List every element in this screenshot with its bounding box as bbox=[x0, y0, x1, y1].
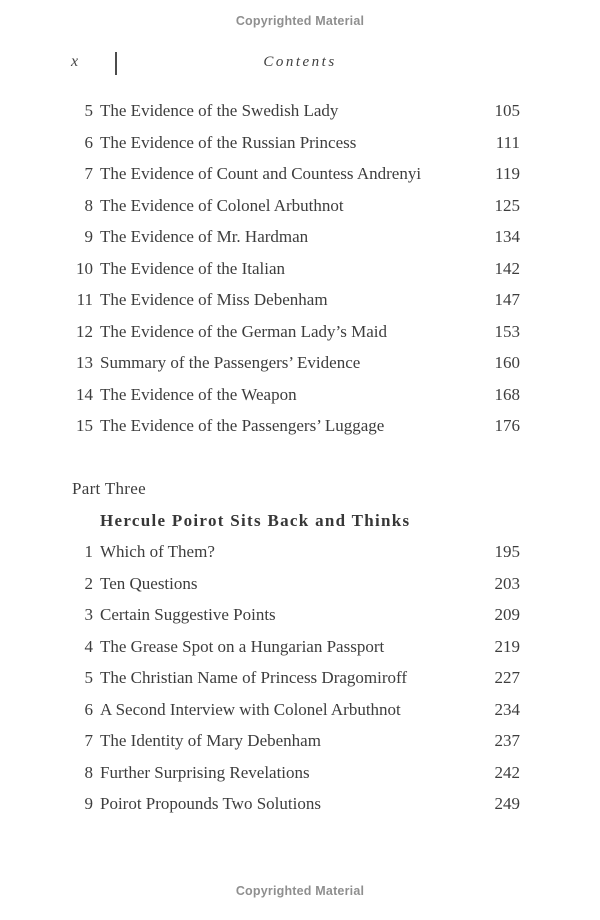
chapter-number: 3 bbox=[84, 605, 94, 624]
toc-row: 11 The Evidence of Miss Debenham 147 bbox=[66, 284, 520, 316]
chapter-title: Poirot Propounds Two Solutions bbox=[100, 794, 321, 813]
toc-row: 1 Which of Them? 195 bbox=[66, 536, 521, 568]
part-title: Hercule Poirot Sits Back and Thinks bbox=[100, 510, 411, 530]
chapter-number: 7 bbox=[84, 731, 94, 750]
toc-section: Part Three Hercule Poirot Sits Back and T… bbox=[66, 473, 520, 820]
toc-row: 9 The Evidence of Mr. Hardman 134 bbox=[66, 221, 521, 253]
toc-row: 10 The Evidence of the Italian 142 bbox=[66, 253, 520, 285]
chapter-number: 10 bbox=[76, 258, 93, 278]
chapter-title: Ten Questions bbox=[100, 573, 198, 593]
chapter-number: 12 bbox=[76, 321, 93, 341]
chapter-title: The Evidence of Mr. Hardman bbox=[100, 227, 309, 246]
page-number: 160 bbox=[494, 353, 521, 372]
copyright-notice-bottom: Copyrighted Material bbox=[235, 884, 365, 898]
chapter-number: 6 bbox=[84, 132, 94, 152]
toc-row: 4 The Grease Spot on a Hungarian Passport… bbox=[66, 631, 521, 663]
chapter-number: 13 bbox=[76, 353, 93, 372]
chapter-title: A Second Interview with Colonel Arbuthno… bbox=[100, 699, 401, 719]
toc-row: 12 The Evidence of the German Lady’s Maid… bbox=[66, 316, 520, 348]
toc-row: 9 Poirot Propounds Two Solutions 249 bbox=[66, 788, 521, 820]
chapter-number: 5 bbox=[84, 668, 94, 687]
page-number: 249 bbox=[494, 794, 521, 813]
toc-row: 5 The Christian Name of Princess Dragomir… bbox=[66, 662, 521, 694]
chapter-title: Further Surprising Revelations bbox=[100, 762, 310, 782]
page-number: 147 bbox=[494, 290, 521, 309]
page-number: 209 bbox=[494, 605, 521, 624]
chapter-title: The Evidence of the Weapon bbox=[100, 384, 297, 404]
chapter-number: 8 bbox=[84, 762, 94, 782]
page-number: 119 bbox=[495, 164, 520, 183]
page-number: 227 bbox=[494, 668, 521, 687]
chapter-title: The Evidence of Colonel Arbuthnot bbox=[100, 195, 344, 215]
chapter-title: The Evidence of the Italian bbox=[100, 258, 286, 278]
chapter-number: 8 bbox=[84, 195, 94, 215]
chapter-number: 6 bbox=[84, 699, 94, 719]
chapter-title: Summary of the Passengers’ Evidence bbox=[100, 353, 361, 372]
chapter-title: The Evidence of the Russian Princess bbox=[100, 132, 357, 152]
page-number: 195 bbox=[494, 542, 521, 561]
page-number: 153 bbox=[494, 321, 521, 341]
chapter-number: 2 bbox=[84, 573, 94, 593]
page-number: 203 bbox=[494, 573, 521, 593]
copyright-notice-top: Copyrighted Material bbox=[235, 14, 365, 28]
chapter-number: 1 bbox=[84, 542, 94, 561]
chapter-number: 7 bbox=[84, 164, 94, 183]
page-number: 219 bbox=[494, 636, 521, 656]
chapter-number: 9 bbox=[84, 227, 94, 246]
chapter-number: 4 bbox=[84, 636, 94, 656]
chapter-title: The Evidence of the German Lady’s Maid bbox=[100, 321, 388, 341]
chapter-title: The Evidence of the Passengers’ Luggage bbox=[100, 416, 385, 435]
part-label: Part Three bbox=[72, 479, 146, 498]
chapter-title: The Christian Name of Princess Dragomiro… bbox=[100, 668, 408, 687]
toc-row: 2 Ten Questions 203 bbox=[66, 568, 521, 600]
header-divider-bar bbox=[115, 52, 117, 75]
chapter-number: 9 bbox=[84, 794, 94, 813]
toc-row: 8 Further Surprising Revelations 242 bbox=[66, 757, 521, 789]
page-number: 111 bbox=[495, 132, 520, 152]
chapter-number: 11 bbox=[76, 290, 93, 309]
page-number: 242 bbox=[494, 762, 521, 782]
chapter-title: The Identity of Mary Debenham bbox=[100, 731, 321, 750]
chapter-number: 15 bbox=[76, 416, 93, 435]
toc-row: 15 The Evidence of the Passengers’ Luggag… bbox=[66, 410, 520, 442]
table-of-contents: 5 The Evidence of the Swedish Lady 105 6 The… bbox=[66, 95, 520, 820]
chapter-title: The Evidence of the Swedish Lady bbox=[100, 101, 339, 120]
page-number: 125 bbox=[494, 195, 521, 215]
contents-heading: Contents bbox=[263, 54, 337, 70]
chapter-title: The Grease Spot on a Hungarian Passport bbox=[100, 636, 385, 656]
chapter-title: Which of Them? bbox=[100, 542, 215, 561]
toc-row: 6 The Evidence of the Russian Princess 111 bbox=[66, 127, 521, 159]
page-number: 142 bbox=[494, 258, 521, 278]
chapter-number: 5 bbox=[84, 101, 94, 120]
chapter-title: The Evidence of Miss Debenham bbox=[100, 290, 328, 309]
page-number: 176 bbox=[494, 416, 521, 435]
chapter-title: The Evidence of Count and Countess Andre… bbox=[100, 164, 422, 183]
toc-row: 14 The Evidence of the Weapon 168 bbox=[66, 379, 520, 411]
toc-row: 6 A Second Interview with Colonel Arbuthn… bbox=[66, 694, 521, 726]
page-number: 234 bbox=[494, 699, 521, 719]
page-number: 105 bbox=[494, 101, 521, 120]
page-number: 237 bbox=[494, 731, 521, 750]
page-folio: x bbox=[71, 53, 79, 70]
toc-row: 3 Certain Suggestive Points 209 bbox=[66, 599, 521, 631]
toc-row: 7 The Evidence of Count and Countess Andr… bbox=[66, 158, 521, 190]
chapter-title: Certain Suggestive Points bbox=[100, 605, 276, 624]
page-number: 134 bbox=[494, 227, 521, 246]
chapter-number: 14 bbox=[76, 384, 93, 404]
toc-row: 7 The Identity of Mary Debenham 237 bbox=[66, 725, 521, 757]
page-number: 168 bbox=[494, 384, 521, 404]
toc-row: 5 The Evidence of the Swedish Lady 105 bbox=[66, 95, 521, 127]
running-head: x Contents bbox=[0, 50, 600, 80]
toc-section: 5 The Evidence of the Swedish Lady 105 6 The… bbox=[66, 95, 520, 442]
toc-row: 8 The Evidence of Colonel Arbuthnot 125 bbox=[66, 190, 521, 222]
toc-row: 13 Summary of the Passengers’ Evidence 160 bbox=[66, 347, 520, 379]
